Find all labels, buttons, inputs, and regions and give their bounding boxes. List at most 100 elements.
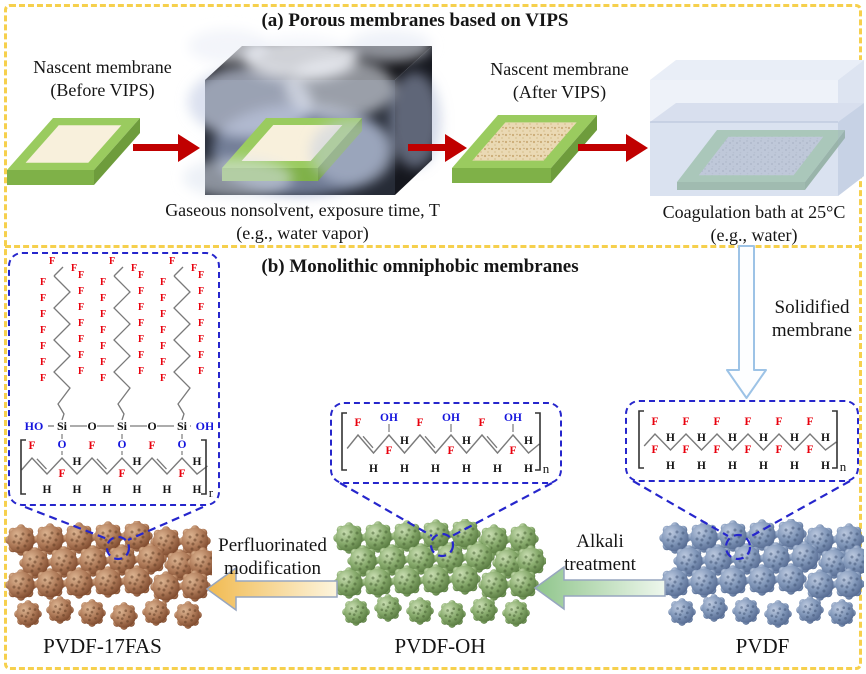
svg-text:OH: OH <box>196 419 213 433</box>
svg-text:Si: Si <box>117 419 128 433</box>
svg-text:H: H <box>759 432 768 444</box>
svg-text:H: H <box>133 456 142 468</box>
svg-text:F: F <box>198 270 204 281</box>
svg-text:F: F <box>138 270 144 281</box>
svg-text:H: H <box>462 435 471 447</box>
chamber-caption: Gaseous nonsolvent, exposure time, T (e.… <box>160 199 445 245</box>
svg-text:H: H <box>821 432 830 444</box>
svg-text:F: F <box>806 416 813 428</box>
svg-text:F: F <box>100 357 106 368</box>
svg-text:F: F <box>78 350 84 361</box>
svg-text:F: F <box>78 302 84 313</box>
panel-a-title: (a) Porous membranes based on VIPS <box>261 10 569 31</box>
solidified-label-line1: Solidified <box>774 297 850 318</box>
bath-caption-line1: Coagulation bath at 25°C <box>662 202 846 222</box>
svg-text:F: F <box>198 318 204 329</box>
svg-text:O: O <box>58 439 67 451</box>
svg-text:F: F <box>88 440 95 452</box>
alkali-label-line1: Alkali <box>576 531 624 552</box>
svg-text:F: F <box>28 440 35 452</box>
svg-text:H: H <box>728 432 737 444</box>
svg-text:F: F <box>78 318 84 329</box>
pvdfoh-label: PVDF-OH <box>394 634 486 658</box>
svg-text:F: F <box>713 416 720 428</box>
svg-text:H: H <box>790 432 799 444</box>
svg-text:H: H <box>431 463 440 475</box>
svg-text:F: F <box>138 302 144 313</box>
svg-text:H: H <box>790 460 799 472</box>
svg-text:n: n <box>543 461 550 476</box>
svg-text:F: F <box>148 440 155 452</box>
after-vips-label-line2: (After VIPS) <box>512 82 607 102</box>
perfluorinated-label: Perfluorinated modification <box>195 534 350 580</box>
svg-text:H: H <box>666 460 675 472</box>
svg-text:F: F <box>131 263 137 274</box>
svg-text:O: O <box>178 439 187 451</box>
svg-text:H: H <box>493 463 502 475</box>
svg-text:F: F <box>198 334 204 345</box>
svg-text:F: F <box>40 341 46 352</box>
svg-text:H: H <box>462 463 471 475</box>
svg-text:O: O <box>87 419 96 433</box>
svg-text:H: H <box>821 460 830 472</box>
svg-text:H: H <box>400 435 409 447</box>
svg-text:F: F <box>744 444 751 456</box>
svg-text:H: H <box>73 484 82 496</box>
svg-text:F: F <box>160 277 166 288</box>
pvdf-membrane-image <box>659 519 864 628</box>
alkali-label: Alkali treatment <box>540 530 660 576</box>
svg-text:H: H <box>697 460 706 472</box>
svg-text:H: H <box>524 435 533 447</box>
svg-text:H: H <box>524 463 533 475</box>
svg-text:H: H <box>133 484 142 496</box>
perfluorinated-label-line2: modification <box>223 558 322 579</box>
svg-text:O: O <box>147 419 156 433</box>
svg-text:F: F <box>78 270 84 281</box>
svg-text:F: F <box>160 373 166 384</box>
svg-text:F: F <box>682 416 689 428</box>
svg-text:H: H <box>193 456 202 468</box>
svg-text:F: F <box>682 444 689 456</box>
svg-text:F: F <box>775 444 782 456</box>
svg-text:F: F <box>198 302 204 313</box>
svg-text:F: F <box>385 445 392 457</box>
figure-border <box>4 4 862 670</box>
svg-text:n: n <box>209 485 213 499</box>
before-vips-label-line2: (Before VIPS) <box>50 80 155 100</box>
svg-text:F: F <box>138 366 144 377</box>
svg-text:F: F <box>447 445 454 457</box>
svg-text:Si: Si <box>177 419 188 433</box>
before-vips-label-line1: Nascent membrane <box>33 57 172 77</box>
svg-text:F: F <box>138 350 144 361</box>
pvdf17fas-label: PVDF-17FAS <box>43 634 162 658</box>
svg-text:F: F <box>78 286 84 297</box>
panel-divider <box>5 245 861 248</box>
svg-text:F: F <box>40 373 46 384</box>
svg-text:F: F <box>198 350 204 361</box>
svg-text:F: F <box>509 445 516 457</box>
svg-text:F: F <box>100 325 106 336</box>
pvdf17fas-structure: FFFFFFFFFFFFFFFFFFFFFFFFFFFFFFFFFFFFFFFF… <box>20 256 213 499</box>
solidified-label-line2: membrane <box>771 320 853 341</box>
svg-text:H: H <box>400 463 409 475</box>
svg-text:OH: OH <box>380 412 398 424</box>
svg-text:n: n <box>840 459 847 474</box>
chamber-caption-line1: Gaseous nonsolvent, exposure time, T <box>165 200 440 220</box>
svg-text:F: F <box>651 444 658 456</box>
bath-caption-line2: (e.g., water) <box>710 225 798 245</box>
svg-text:F: F <box>109 256 115 267</box>
pvdf-label: PVDF <box>735 634 790 658</box>
svg-text:F: F <box>100 309 106 320</box>
svg-text:OH: OH <box>504 412 522 424</box>
svg-text:H: H <box>728 460 737 472</box>
solidified-membrane-label: Solidified membrane <box>762 296 862 342</box>
svg-text:F: F <box>775 416 782 428</box>
svg-text:H: H <box>759 460 768 472</box>
svg-text:F: F <box>40 293 46 304</box>
pvdfoh-membrane-image <box>333 519 546 628</box>
svg-text:F: F <box>118 468 125 480</box>
